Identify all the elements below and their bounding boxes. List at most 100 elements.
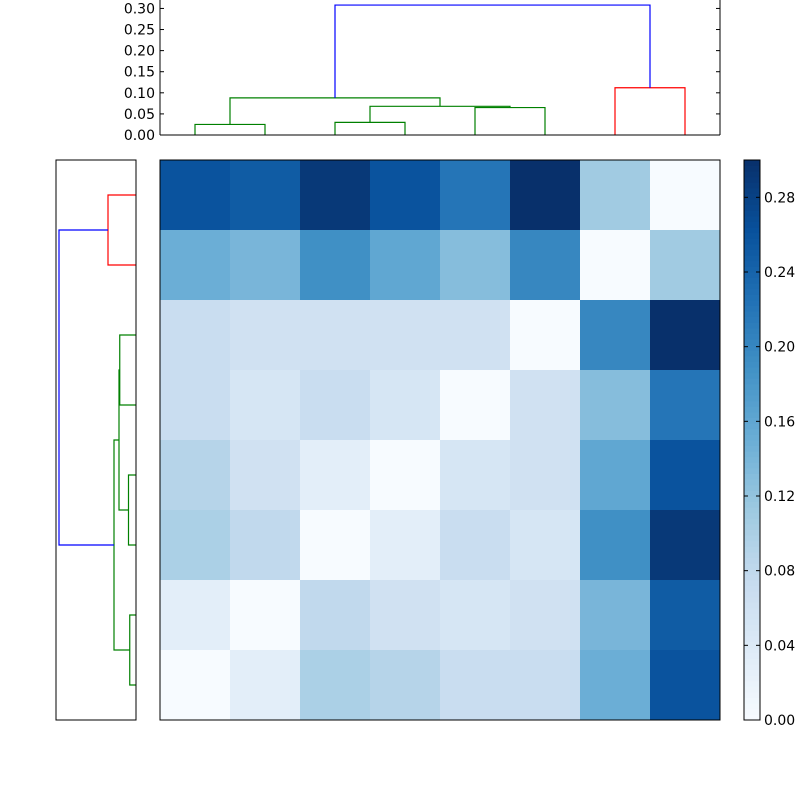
heatmap-cell (650, 370, 721, 441)
heatmap-cell (160, 370, 231, 441)
colorbar-segment (744, 697, 760, 704)
colorbar-tick-label: 0.12 (764, 489, 795, 505)
dendrogram-link (334, 121, 406, 135)
y-tick-label: 0.05 (124, 107, 155, 123)
heatmap-cell (440, 510, 511, 581)
colorbar-frame (743, 159, 761, 721)
heatmap-cell (370, 580, 441, 651)
colorbar-segment (744, 266, 760, 273)
colorbar-segment (744, 540, 760, 547)
colorbar-tick-label: 0.20 (764, 340, 795, 356)
heatmap-cell (230, 440, 301, 511)
top-dendrogram: 0.00 0.05 0.10 0.15 0.20 0.25 0.30 (124, 0, 721, 144)
colorbar-tick-label: 0.08 (764, 564, 795, 580)
colorbar-segment (744, 361, 760, 368)
y-tick-label: 0.00 (124, 128, 155, 144)
colorbar-segment (744, 512, 760, 519)
colorbar-segment (744, 328, 760, 334)
colorbar-segment (744, 367, 760, 374)
colorbar-segment (744, 675, 760, 682)
colorbar-segment (744, 669, 760, 676)
heatmap-cell (300, 300, 371, 371)
heatmap-cell (160, 510, 231, 581)
colorbar-segment (744, 546, 760, 553)
colorbar-segment (744, 244, 760, 250)
y-tick-label: 0.15 (124, 65, 155, 81)
colorbar-segment (744, 204, 760, 211)
heatmap-cell (510, 440, 581, 511)
dendrogram-link (119, 334, 136, 406)
heatmap-cell (370, 300, 441, 371)
colorbar-segment (744, 423, 760, 430)
heatmap-cell (370, 230, 441, 301)
colorbar-segment (744, 574, 760, 581)
colorbar-segment (744, 518, 760, 525)
heatmap-cell (440, 370, 511, 441)
colorbar-segment (744, 176, 760, 183)
colorbar-segment (744, 272, 760, 278)
axes-frame (55, 159, 137, 721)
colorbar-segment (744, 490, 760, 497)
colorbar-segment (744, 468, 760, 474)
dendrogram-link (334, 4, 651, 98)
colorbar-segment (744, 288, 760, 295)
colorbar-segment (744, 300, 760, 306)
heatmap-cell (300, 650, 371, 721)
heatmap-cell (510, 580, 581, 651)
colorbar-segment (744, 232, 760, 239)
colorbar-segment (744, 535, 760, 542)
heatmap-cell (580, 300, 651, 371)
colorbar-segment (744, 249, 760, 256)
colorbar-segment (744, 283, 760, 290)
heatmap-cell (370, 510, 441, 581)
colorbar-segment (744, 613, 760, 620)
colorbar-segment (744, 451, 760, 458)
colorbar-segment (744, 395, 760, 402)
heatmap-cell (230, 230, 301, 301)
heatmap-cell (230, 160, 301, 231)
colorbar-segment (744, 412, 760, 418)
colorbar-segment (744, 216, 760, 222)
heatmap-cell (230, 370, 301, 441)
y-tick-label: 0.25 (124, 23, 155, 39)
colorbar-segment (744, 473, 760, 480)
heatmap-cell (440, 230, 511, 301)
colorbar-tick-label: 0.00 (764, 713, 795, 729)
colorbar-segment (744, 563, 760, 570)
heatmap-cell (300, 440, 371, 511)
dendrogram-link (58, 229, 114, 546)
heatmap-cell (300, 160, 371, 231)
heatmap-cell (510, 510, 581, 581)
heatmap-cell (650, 580, 721, 651)
heatmap-cell (580, 510, 651, 581)
dendrogram-link (229, 97, 441, 125)
colorbar-segment (744, 456, 760, 463)
colorbar-segment (744, 557, 760, 564)
colorbar-segment (744, 658, 760, 665)
colorbar-segment (744, 227, 760, 234)
colorbar-segment (744, 608, 760, 614)
colorbar-tick-label: 0.04 (764, 638, 795, 654)
dendrogram-link (369, 105, 511, 123)
dendrogram-link (127, 474, 136, 546)
colorbar-segment (744, 182, 760, 189)
dendrogram-link (118, 369, 129, 511)
heatmap-cell (300, 370, 371, 441)
colorbar-segment (744, 165, 760, 172)
heatmap-cell (440, 300, 511, 371)
colorbar-segment (744, 484, 760, 491)
colorbar-segment (744, 389, 760, 396)
colorbar-segment (744, 322, 760, 329)
heatmap-cell (510, 370, 581, 441)
heatmap-cell (160, 650, 231, 721)
colorbar-segment (744, 344, 760, 351)
colorbar-segment (744, 591, 760, 598)
colorbar-segment (744, 585, 760, 592)
dendrogram-link (194, 123, 266, 135)
colorbar-segment (744, 596, 760, 603)
heatmap-cell (580, 230, 651, 301)
heatmap-cell (510, 230, 581, 301)
colorbar-segment (744, 714, 760, 721)
colorbar-segment (744, 602, 760, 609)
dendrogram-link (113, 439, 130, 651)
